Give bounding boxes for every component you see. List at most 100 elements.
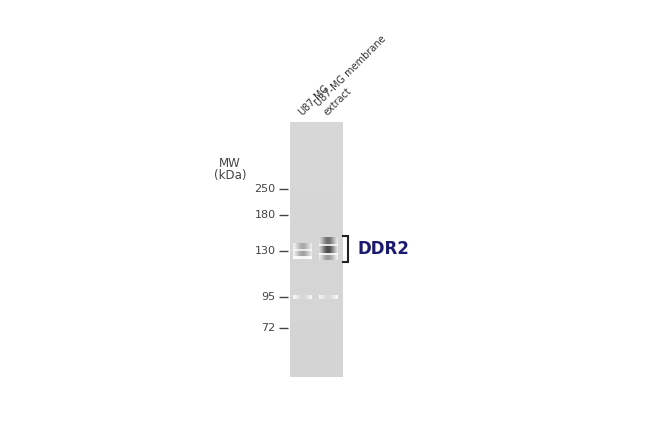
Bar	[291, 247, 343, 250]
Bar	[291, 122, 343, 125]
Bar	[291, 145, 343, 148]
Bar	[291, 169, 343, 171]
Bar	[291, 292, 343, 294]
Bar	[291, 328, 343, 330]
Bar	[291, 139, 343, 142]
Bar	[291, 336, 343, 339]
Bar	[291, 256, 343, 258]
Bar	[291, 128, 343, 131]
Bar	[291, 241, 343, 243]
Text: 130: 130	[255, 246, 276, 256]
Bar	[291, 281, 343, 284]
Bar	[291, 323, 343, 326]
Bar	[291, 266, 343, 268]
Bar	[291, 194, 343, 197]
Bar	[291, 245, 343, 248]
Bar	[291, 173, 343, 175]
Bar	[291, 273, 343, 275]
Text: 72: 72	[261, 323, 276, 333]
Bar	[291, 285, 343, 288]
Bar	[291, 368, 343, 370]
Bar	[291, 196, 343, 199]
Bar	[291, 124, 343, 127]
Bar	[291, 230, 343, 233]
Bar	[291, 345, 343, 347]
Bar	[291, 275, 343, 277]
Bar	[291, 211, 343, 214]
Bar	[291, 160, 343, 163]
Bar	[291, 321, 343, 324]
Bar	[291, 349, 343, 351]
Bar	[291, 156, 343, 158]
Bar	[291, 289, 343, 292]
Bar	[291, 182, 343, 184]
Bar	[291, 302, 343, 305]
Bar	[291, 359, 343, 362]
Bar	[291, 209, 343, 211]
Bar	[291, 179, 343, 182]
Bar	[291, 202, 343, 205]
Bar	[291, 143, 343, 146]
Bar	[291, 317, 343, 319]
Bar	[291, 279, 343, 281]
Bar	[291, 252, 343, 254]
Bar	[291, 362, 343, 364]
Bar	[291, 188, 343, 190]
Bar	[291, 347, 343, 349]
Bar	[291, 283, 343, 285]
Bar	[291, 298, 343, 301]
Bar	[291, 141, 343, 144]
Bar	[291, 338, 343, 341]
Bar	[291, 135, 343, 137]
Bar	[291, 243, 343, 245]
Bar	[291, 315, 343, 318]
Bar	[291, 235, 343, 237]
Bar	[291, 374, 343, 377]
Bar	[291, 330, 343, 332]
Bar	[291, 162, 343, 165]
Bar	[291, 177, 343, 180]
Bar	[291, 264, 343, 267]
Bar	[291, 296, 343, 298]
Bar	[291, 224, 343, 226]
Bar	[291, 213, 343, 216]
Bar	[291, 215, 343, 218]
Bar	[291, 207, 343, 209]
Bar	[291, 192, 343, 194]
Bar	[291, 219, 343, 222]
Bar	[291, 294, 343, 296]
Bar	[291, 311, 343, 313]
Bar	[291, 355, 343, 358]
Bar	[291, 258, 343, 260]
Bar	[291, 222, 343, 224]
Bar	[291, 175, 343, 178]
Bar	[291, 133, 343, 135]
Bar	[291, 262, 343, 264]
Bar	[291, 270, 343, 273]
Bar	[291, 150, 343, 152]
Bar	[291, 190, 343, 192]
Bar	[291, 171, 343, 173]
Bar	[291, 186, 343, 188]
Text: U87-MG membrane
extract: U87-MG membrane extract	[314, 34, 396, 117]
Bar	[291, 232, 343, 235]
Bar	[291, 277, 343, 279]
Bar	[291, 313, 343, 315]
Bar	[291, 340, 343, 343]
Bar	[291, 184, 343, 186]
Bar	[291, 370, 343, 372]
Bar	[291, 253, 343, 256]
Bar	[291, 334, 343, 336]
Bar	[291, 372, 343, 375]
Bar	[291, 201, 343, 203]
Bar	[291, 165, 343, 167]
Text: 250: 250	[255, 184, 276, 194]
Bar	[291, 304, 343, 307]
Bar	[291, 366, 343, 368]
Bar	[291, 126, 343, 129]
Text: 180: 180	[255, 210, 276, 220]
Bar	[291, 343, 343, 345]
Text: 95: 95	[261, 292, 276, 302]
Bar	[291, 205, 343, 207]
Bar	[291, 198, 343, 201]
